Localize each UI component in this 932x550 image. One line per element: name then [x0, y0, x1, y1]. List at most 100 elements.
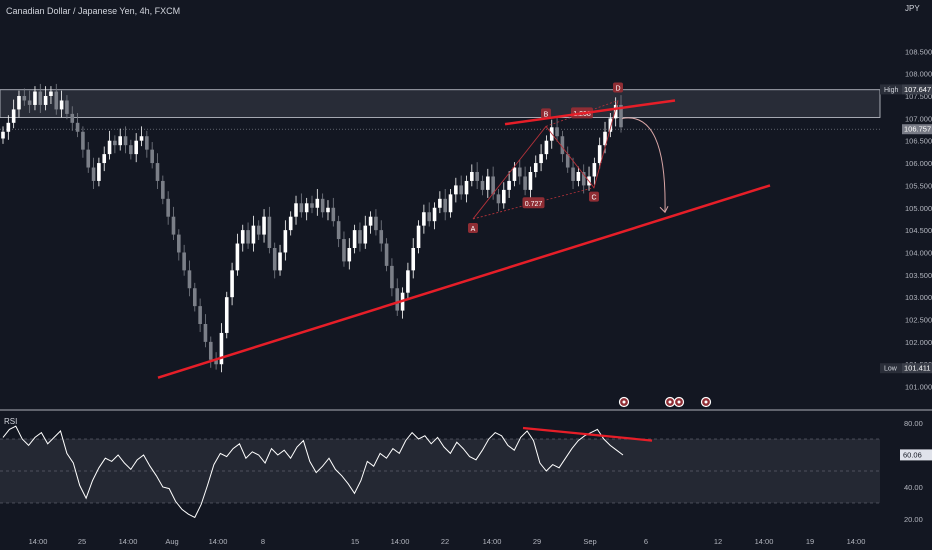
candle-body [134, 140, 138, 155]
price-tick-label: 107.500 [905, 92, 932, 101]
candle-body [555, 127, 559, 137]
pattern-ratio-label: 0.727 [525, 201, 543, 208]
candle [192, 282, 197, 312]
pattern-point-box [541, 108, 551, 119]
candle-body [256, 225, 261, 235]
candle [129, 139, 133, 160]
pattern-point-box [468, 222, 478, 233]
event-marker [618, 396, 630, 408]
candle-body [91, 167, 96, 181]
candle-body [161, 180, 165, 199]
candle-body [177, 234, 181, 253]
candle-body [182, 252, 186, 271]
candle [208, 336, 213, 368]
candle-body [81, 131, 85, 150]
candle-body [438, 198, 442, 208]
candle [358, 222, 362, 252]
candle [86, 142, 91, 173]
candle-body [491, 176, 495, 195]
candle-body [49, 91, 53, 96]
trendlines [157, 99, 771, 379]
candle [352, 224, 357, 254]
svg-text:106.757: 106.757 [904, 125, 931, 134]
candle [336, 215, 341, 248]
candle [187, 260, 192, 297]
price-tick-label: 108.500 [905, 47, 932, 56]
event-marker-inner [668, 400, 672, 404]
candle-body [294, 203, 298, 217]
candle-body [571, 167, 575, 181]
candle-body [27, 100, 32, 105]
candle [486, 168, 490, 198]
candle-body [363, 225, 368, 244]
candle [406, 262, 410, 299]
candle-body [246, 230, 250, 244]
candle [139, 126, 144, 147]
candle [326, 200, 330, 221]
candle-body [54, 91, 59, 110]
candle-body [507, 180, 511, 190]
candle [454, 177, 458, 203]
candle-body [315, 198, 320, 208]
time-tick-label: 6 [644, 537, 648, 546]
event-marker [673, 396, 685, 408]
candle [416, 220, 421, 254]
candle [443, 188, 447, 221]
candle [501, 182, 506, 209]
candle [576, 166, 581, 187]
candle [81, 126, 85, 158]
candle [395, 278, 400, 316]
candle-body [33, 91, 37, 105]
candle-body [97, 163, 101, 181]
price-tick-label: 107.000 [905, 114, 932, 123]
candle [555, 117, 559, 142]
candle-body [123, 136, 128, 146]
candle [427, 202, 432, 227]
candle [134, 133, 138, 163]
candle-body [459, 185, 463, 195]
candle-body [86, 149, 91, 168]
time-tick-label: 14:00 [755, 537, 774, 546]
time-tick-label: 15 [351, 537, 359, 546]
candle-body [368, 216, 373, 226]
candle [613, 97, 618, 127]
candle-body [22, 96, 27, 101]
candle-body [65, 100, 69, 114]
candle-body [251, 225, 256, 244]
candle-body [603, 131, 607, 146]
candle-body [342, 239, 346, 262]
candle-body [565, 154, 570, 168]
candle [70, 106, 75, 131]
candle [374, 209, 378, 236]
candle [565, 146, 570, 173]
time-tick-label: 14:00 [391, 537, 410, 546]
candle-body [187, 270, 192, 289]
candle [65, 95, 69, 120]
candle-body [358, 230, 362, 244]
candle [272, 242, 277, 279]
candle-body [145, 136, 149, 150]
svg-text:101.411: 101.411 [904, 364, 931, 373]
candle [368, 211, 373, 234]
candle [256, 220, 261, 240]
candle-body [262, 216, 266, 235]
candle-body [496, 194, 501, 204]
candle-body [352, 230, 357, 248]
candle [470, 164, 474, 187]
candle-body [267, 216, 272, 248]
candle [608, 112, 613, 138]
candle [246, 222, 250, 249]
candle [107, 130, 112, 160]
candle [528, 166, 533, 198]
time-tick-label: 12 [714, 537, 722, 546]
candle [411, 238, 416, 279]
projection-arrow [621, 117, 666, 213]
candle-body [544, 140, 549, 155]
candle [438, 191, 442, 214]
candle [17, 90, 21, 118]
candle [161, 175, 165, 205]
event-marker-inner [704, 400, 708, 404]
candle-body [416, 225, 421, 248]
